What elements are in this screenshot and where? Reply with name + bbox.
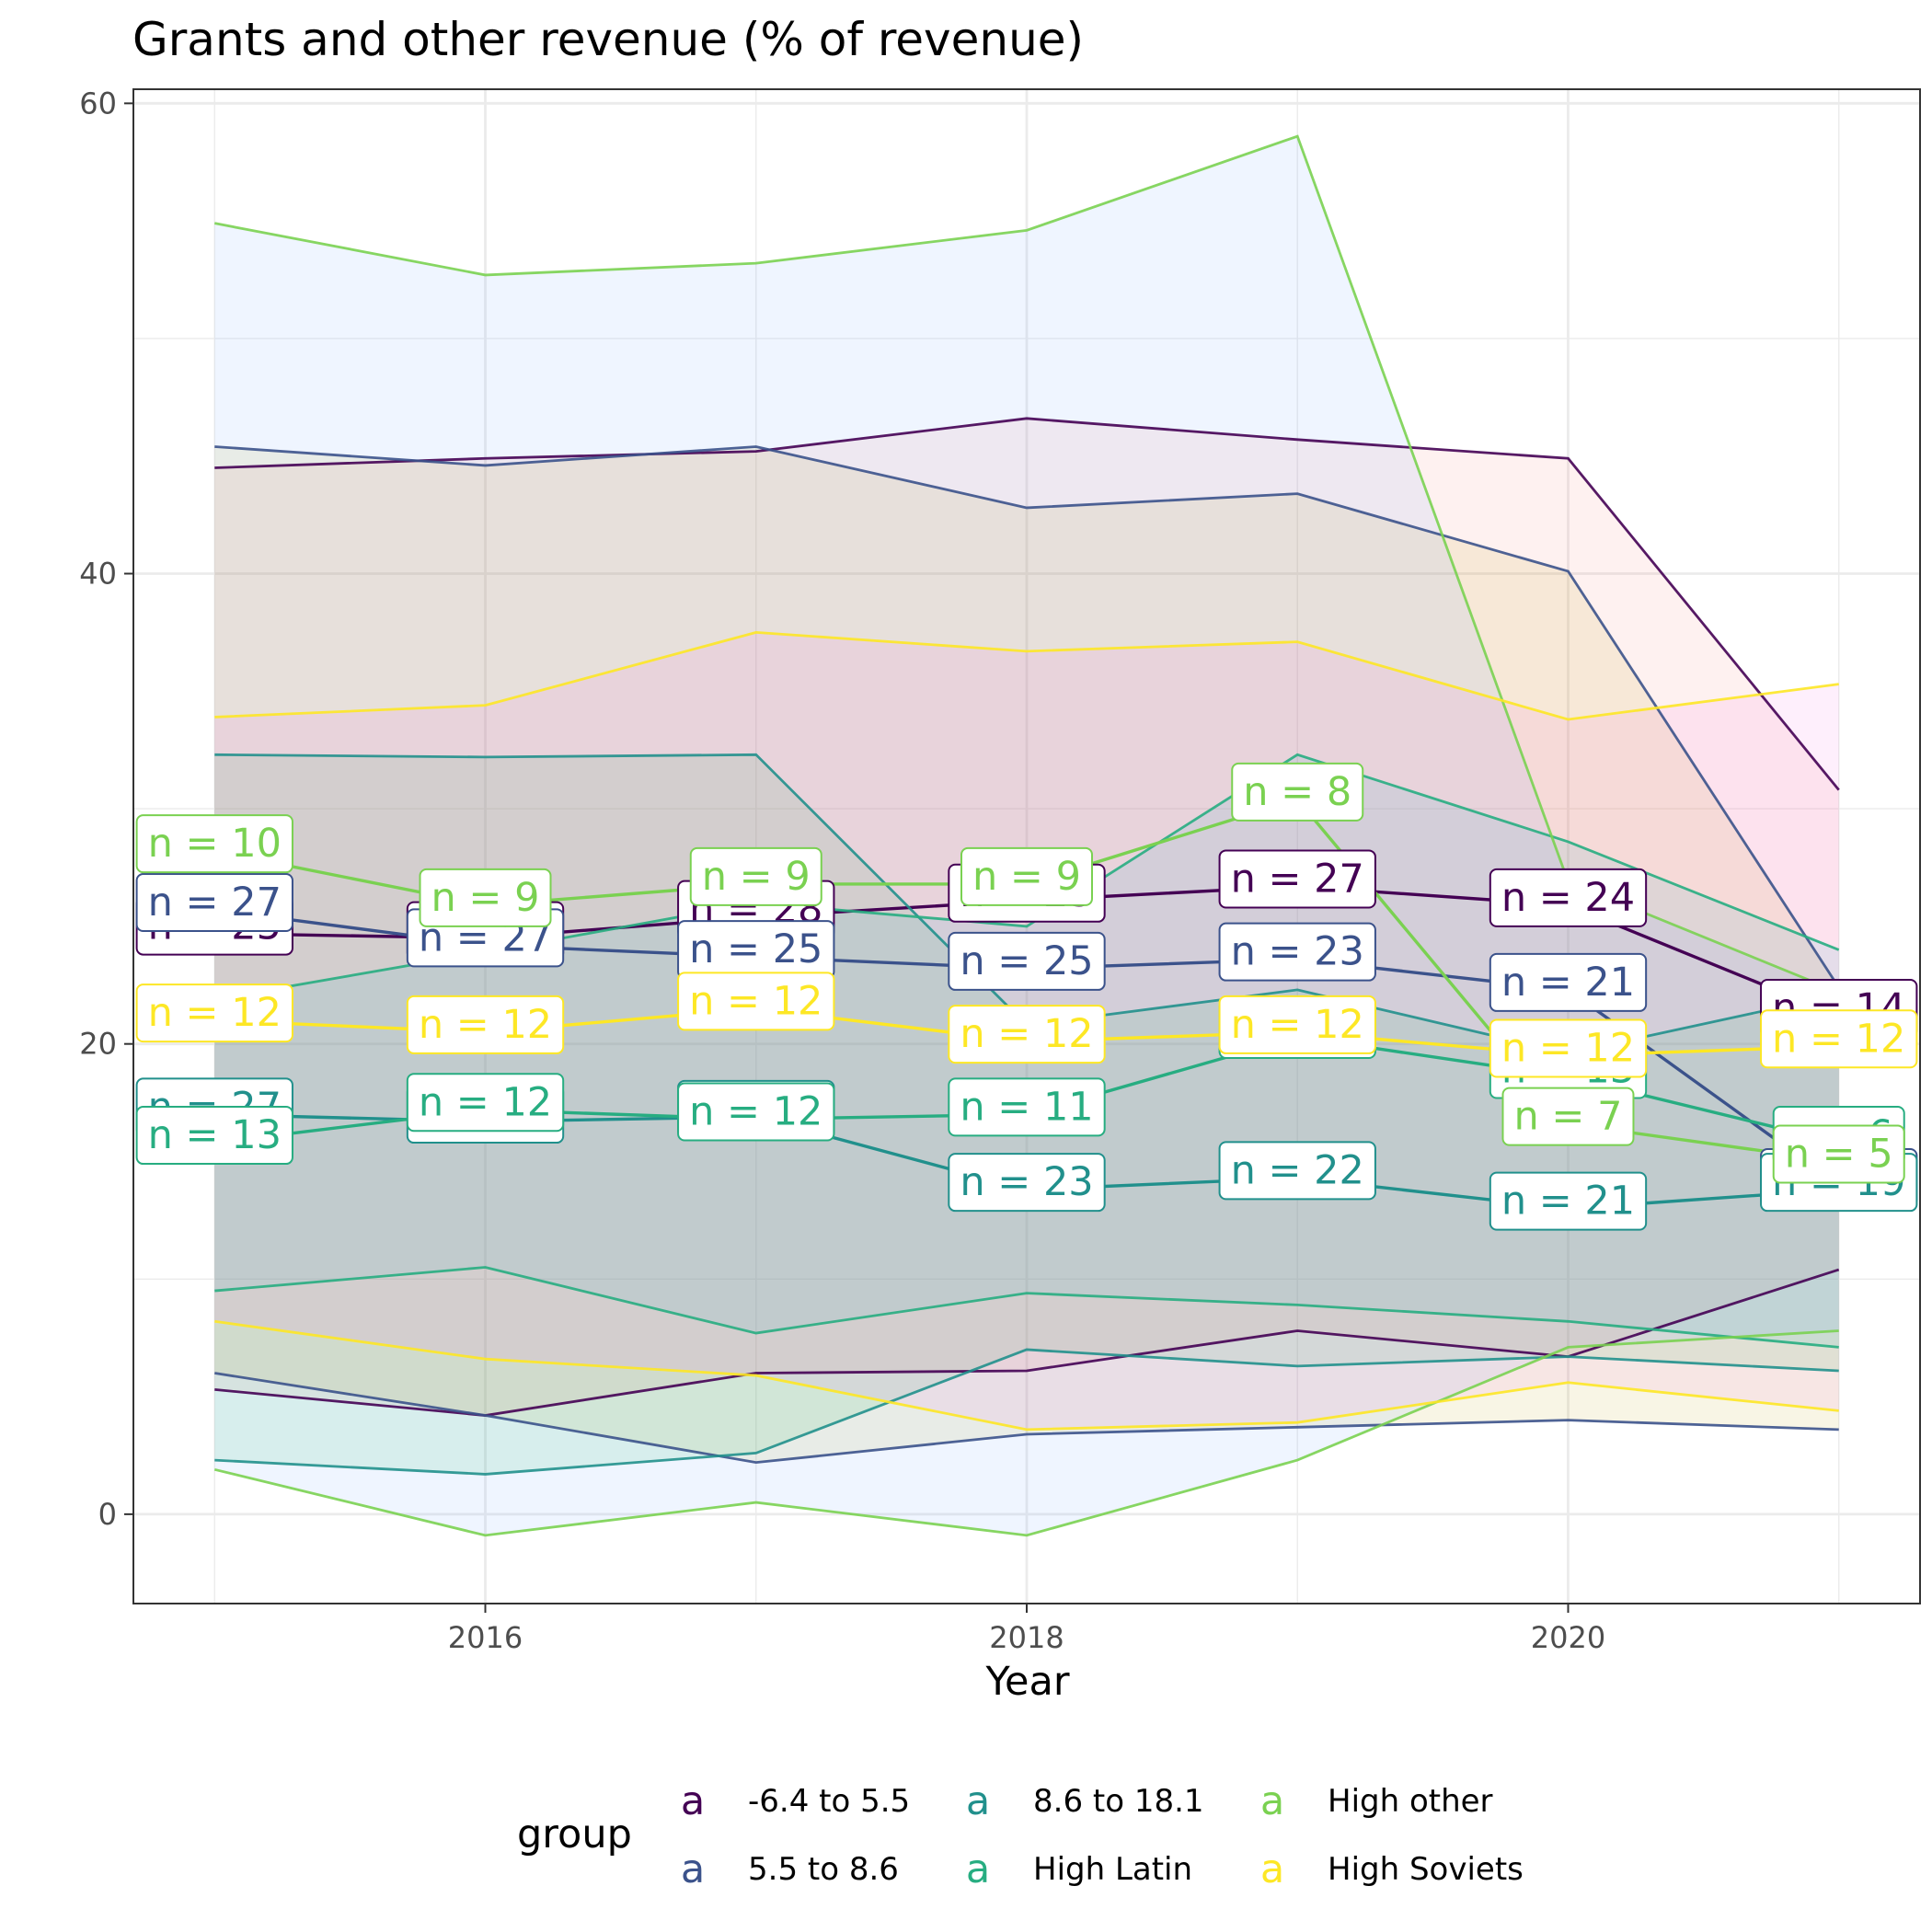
n-label: n = 9	[419, 868, 552, 927]
svg-text:n = 24: n = 24	[1501, 875, 1635, 921]
legend-label: -6.4 to 5.5	[748, 1783, 910, 1820]
n-label: n = 12	[406, 1073, 565, 1133]
legend-label: High other	[1328, 1783, 1493, 1820]
svg-text:n = 12: n = 12	[419, 1079, 552, 1125]
svg-text:n = 21: n = 21	[1501, 1179, 1635, 1225]
legend-key: a	[1260, 1778, 1284, 1824]
svg-text:n = 12: n = 12	[1501, 1025, 1635, 1071]
svg-text:n = 27: n = 27	[1231, 856, 1364, 902]
n-label: n = 10	[135, 814, 293, 874]
n-label: n = 25	[948, 931, 1106, 991]
n-label: n = 21	[1489, 1171, 1648, 1231]
legend-label: 8.6 to 18.1	[1033, 1783, 1204, 1820]
y-tick-label: 20	[79, 1027, 117, 1062]
svg-text:n = 22: n = 22	[1231, 1147, 1364, 1193]
svg-text:n = 12: n = 12	[960, 1011, 1093, 1057]
n-label: n = 12	[406, 995, 565, 1054]
legend: group a -6.4 to 5.5 a 5.5 to 8.6 a 8.6 to 18.…	[517, 1778, 1524, 1892]
series-line-upper	[214, 445, 1840, 989]
n-label-layer: n = 25n = 27n = 28n = 25n = 27n = 24n = …	[135, 762, 1918, 1231]
svg-text:n = 8: n = 8	[1243, 769, 1351, 815]
legend-key: a	[681, 1846, 705, 1892]
svg-text:n = 11: n = 11	[960, 1084, 1093, 1130]
series-line-lower	[214, 1266, 1839, 1349]
svg-text:n = 9: n = 9	[702, 854, 811, 900]
legend-item: a 8.6 to 18.1	[966, 1778, 1204, 1824]
legend-label: High Latin	[1033, 1851, 1192, 1888]
svg-text:n = 25: n = 25	[960, 938, 1093, 984]
n-label: n = 11	[948, 1077, 1106, 1137]
n-label: n = 21	[1489, 952, 1648, 1012]
legend-item: a High other	[1260, 1778, 1493, 1824]
n-label: n = 24	[1489, 868, 1648, 927]
svg-text:n = 10: n = 10	[148, 821, 282, 867]
n-label: n = 12	[1218, 995, 1376, 1054]
legend-item: a High Soviets	[1260, 1846, 1524, 1892]
n-label: n = 7	[1501, 1087, 1635, 1146]
legend-key: a	[1260, 1846, 1284, 1892]
svg-text:n = 27: n = 27	[148, 880, 282, 926]
svg-text:n = 12: n = 12	[148, 990, 282, 1036]
legend-key: a	[966, 1846, 990, 1892]
n-label: n = 27	[1218, 849, 1376, 909]
legend-item: a 5.5 to 8.6	[681, 1846, 899, 1892]
n-label: n = 12	[677, 1082, 835, 1142]
n-label: n = 27	[135, 873, 293, 933]
n-label: n = 13	[135, 1106, 293, 1166]
legend-label: High Soviets	[1328, 1851, 1524, 1888]
legend-title: group	[517, 1811, 632, 1857]
series-line-lower	[214, 1348, 1839, 1476]
svg-text:n = 9: n = 9	[972, 854, 1081, 900]
svg-text:n = 12: n = 12	[689, 978, 822, 1024]
x-axis-title: Year	[984, 1659, 1069, 1705]
x-tick-label: 2020	[1531, 1620, 1605, 1655]
svg-text:n = 23: n = 23	[1231, 929, 1364, 975]
n-label: n = 12	[948, 1005, 1106, 1064]
svg-text:n = 7: n = 7	[1513, 1094, 1622, 1140]
legend-item: a -6.4 to 5.5	[681, 1778, 910, 1824]
svg-text:n = 21: n = 21	[1501, 960, 1635, 1006]
n-label: n = 12	[1760, 1009, 1918, 1069]
svg-text:n = 12: n = 12	[1231, 1002, 1364, 1048]
y-tick-label: 0	[98, 1497, 117, 1532]
legend-label: 5.5 to 8.6	[748, 1851, 899, 1888]
y-tick-label: 60	[79, 86, 117, 121]
n-label: n = 22	[1218, 1141, 1376, 1201]
ribbon-layer	[214, 136, 1839, 1535]
svg-text:n = 9: n = 9	[431, 875, 540, 921]
svg-text:n = 13: n = 13	[148, 1112, 282, 1158]
n-label: n = 25	[677, 920, 835, 980]
series-line-lower	[214, 1372, 1839, 1465]
svg-text:n = 23: n = 23	[960, 1159, 1093, 1205]
legend-key: a	[966, 1778, 990, 1824]
n-label: n = 23	[948, 1153, 1106, 1213]
svg-text:n = 5: n = 5	[1785, 1131, 1893, 1177]
legend-item: a High Latin	[966, 1846, 1192, 1892]
series-line-upper	[214, 631, 1839, 721]
legend-key: a	[681, 1778, 705, 1824]
n-label: n = 12	[135, 983, 293, 1043]
n-label: n = 9	[689, 846, 822, 906]
axes: 2016 2018 2020 0 20 40 60	[79, 86, 1605, 1655]
series-line-lower	[213, 1329, 1839, 1537]
series-line-lower	[214, 1319, 1839, 1432]
x-tick-label: 2016	[448, 1620, 523, 1655]
y-tick-label: 40	[79, 557, 117, 592]
n-label: n = 8	[1231, 762, 1364, 822]
x-tick-label: 2018	[989, 1620, 1064, 1655]
svg-text:n = 25: n = 25	[689, 926, 822, 972]
n-label: n = 12	[677, 972, 835, 1031]
series-line-upper	[214, 417, 1840, 791]
svg-text:n = 12: n = 12	[1772, 1016, 1905, 1062]
ribbon	[214, 136, 1839, 1535]
chart-title: Grants and other revenue (% of revenue)	[132, 13, 1084, 66]
n-label: n = 9	[960, 846, 1093, 906]
svg-text:n = 12: n = 12	[419, 1002, 552, 1048]
n-label: n = 23	[1218, 922, 1376, 982]
n-label: n = 5	[1772, 1124, 1905, 1184]
svg-text:n = 12: n = 12	[689, 1088, 822, 1134]
n-label: n = 12	[1489, 1018, 1648, 1078]
